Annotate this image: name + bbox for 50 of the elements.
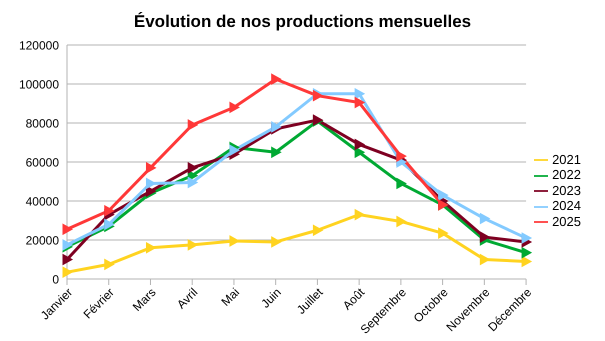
- point: [396, 150, 406, 162]
- point: [354, 138, 365, 150]
- point: [62, 266, 72, 278]
- y-tick-label: 60000: [26, 155, 60, 170]
- chart-title: Évolution de nos productions mensuelles: [132, 11, 472, 33]
- x-tick-label: Mai: [218, 285, 242, 309]
- point: [480, 232, 490, 243]
- legend-label: 2021: [552, 152, 581, 167]
- y-tick-label: 20000: [26, 233, 60, 248]
- point: [229, 235, 240, 246]
- y-tick-label: 100000: [18, 77, 60, 92]
- y-tick-label: 40000: [26, 194, 60, 208]
- legend-label: 2023: [552, 182, 581, 198]
- legend-label: 2022: [552, 167, 581, 182]
- point: [229, 144, 240, 156]
- point: [396, 178, 406, 189]
- point: [522, 232, 532, 244]
- point: [312, 224, 323, 236]
- point: [271, 74, 282, 85]
- point: [271, 146, 282, 158]
- x-tick-label: Juin: [258, 285, 284, 311]
- point: [438, 228, 448, 239]
- point: [188, 176, 198, 188]
- point: [146, 242, 156, 254]
- point: [522, 256, 532, 267]
- y-tick-label: 80000: [26, 116, 60, 130]
- point: [146, 178, 156, 189]
- point: [480, 254, 490, 265]
- point: [188, 239, 198, 250]
- point: [480, 213, 490, 224]
- point: [188, 162, 198, 174]
- point: [354, 97, 365, 108]
- point: [62, 254, 72, 265]
- legend-label: 2024: [552, 198, 581, 214]
- point: [104, 205, 114, 216]
- point: [354, 209, 365, 220]
- point: [271, 236, 282, 248]
- point: [146, 162, 156, 174]
- legend-label: 2025: [552, 214, 581, 229]
- point: [188, 119, 198, 130]
- point: [396, 216, 406, 227]
- y-tick-label: 0: [52, 272, 60, 286]
- point: [354, 88, 365, 100]
- point: [354, 146, 365, 158]
- point: [104, 258, 114, 270]
- y-tick-label: 120000: [18, 38, 60, 52]
- point: [522, 247, 532, 258]
- point: [438, 190, 448, 201]
- point: [62, 224, 72, 235]
- point: [229, 102, 240, 113]
